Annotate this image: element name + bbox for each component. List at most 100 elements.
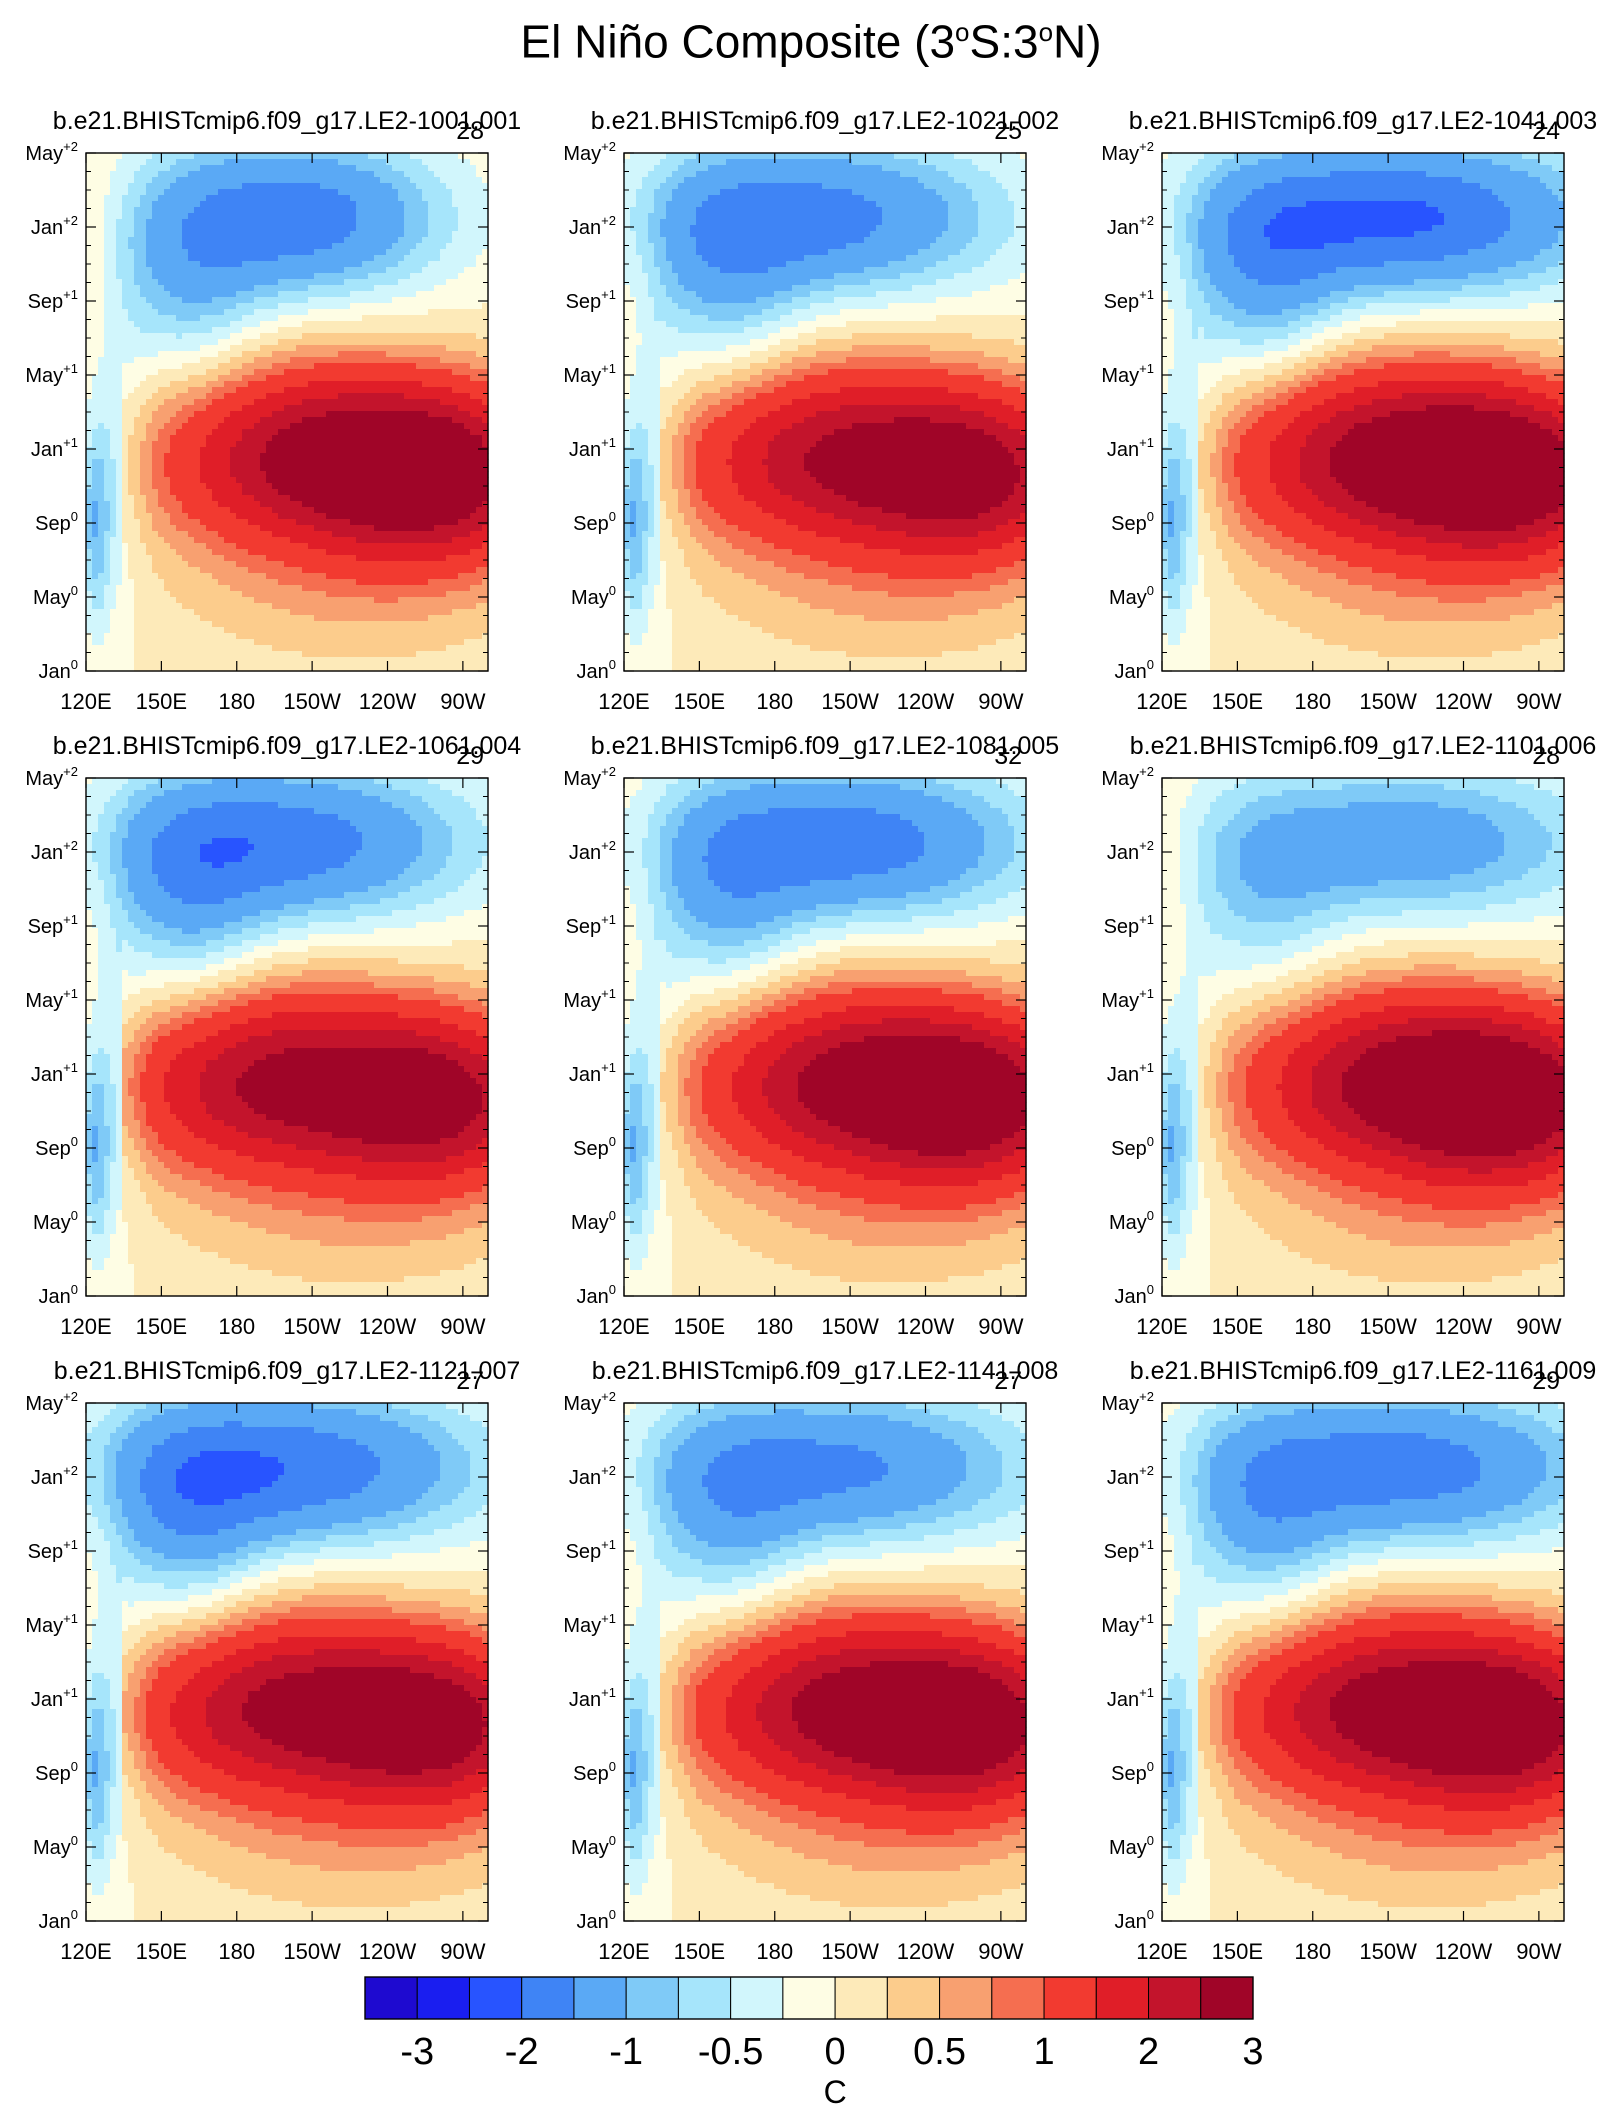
heatmap-cell bbox=[86, 195, 93, 202]
heatmap-cell bbox=[344, 177, 351, 184]
heatmap-cell bbox=[356, 183, 363, 190]
heatmap-cell bbox=[140, 153, 147, 160]
heatmap-cell bbox=[398, 201, 405, 208]
heatmap-cell bbox=[248, 165, 255, 172]
heatmap-cell bbox=[218, 225, 225, 232]
heatmap-cell bbox=[368, 177, 375, 184]
heatmap-cell bbox=[380, 159, 387, 166]
heatmap-cell bbox=[404, 159, 411, 166]
heatmap-cell bbox=[176, 219, 183, 226]
heatmap-cell bbox=[344, 159, 351, 166]
heatmap-cell bbox=[404, 165, 411, 172]
heatmap-cell bbox=[464, 207, 471, 214]
heatmap-cell bbox=[326, 183, 333, 190]
heatmap-cell bbox=[422, 177, 429, 184]
heatmap-cell bbox=[470, 171, 477, 178]
heatmap-cell bbox=[92, 171, 99, 178]
heatmap-cell bbox=[278, 195, 285, 202]
panel-count: 28 bbox=[456, 117, 484, 145]
heatmap-cell bbox=[134, 207, 141, 214]
heatmap-cell bbox=[350, 195, 357, 202]
heatmap-cell bbox=[344, 153, 351, 160]
heatmap-cell bbox=[254, 183, 261, 190]
heatmap-cell bbox=[314, 189, 321, 196]
heatmap-cell bbox=[248, 219, 255, 226]
heatmap-cell bbox=[218, 213, 225, 220]
heatmap-cell bbox=[146, 165, 153, 172]
heatmap-cell bbox=[194, 213, 201, 220]
heatmap-cell bbox=[296, 153, 303, 160]
heatmap-cell bbox=[308, 153, 315, 160]
heatmap-cell bbox=[374, 153, 381, 160]
heatmap-cell bbox=[398, 189, 405, 196]
heatmap-cell bbox=[416, 213, 423, 220]
heatmap-cell bbox=[278, 219, 285, 226]
heatmap-cell bbox=[260, 207, 267, 214]
heatmap-cell bbox=[452, 177, 459, 184]
heatmap-cell bbox=[398, 159, 405, 166]
heatmap-cell bbox=[434, 159, 441, 166]
heatmap-cell bbox=[266, 219, 273, 226]
heatmap-cell bbox=[194, 189, 201, 196]
heatmap-cell bbox=[374, 195, 381, 202]
heatmap-cell bbox=[476, 189, 483, 196]
heatmap-cell bbox=[134, 219, 141, 226]
heatmap-cell bbox=[302, 183, 309, 190]
heatmap-cell bbox=[140, 219, 147, 226]
heatmap-cell bbox=[128, 189, 135, 196]
heatmap-cell bbox=[158, 207, 165, 214]
heatmap-cell bbox=[410, 189, 417, 196]
heatmap-cell bbox=[200, 213, 207, 220]
heatmap-cell bbox=[140, 201, 147, 208]
heatmap-cell bbox=[470, 195, 477, 202]
heatmap-cell bbox=[308, 183, 315, 190]
heatmap-cell bbox=[470, 165, 477, 172]
heatmap-cell bbox=[338, 153, 345, 160]
heatmap-cell bbox=[308, 171, 315, 178]
heatmap-cell bbox=[86, 177, 93, 184]
heatmap-cell bbox=[116, 219, 123, 226]
heatmap-cell bbox=[230, 177, 237, 184]
heatmap-cell bbox=[380, 177, 387, 184]
heatmap-cell bbox=[110, 219, 117, 226]
heatmap-cell bbox=[86, 207, 93, 214]
heatmap-cell bbox=[344, 189, 351, 196]
heatmap-cell bbox=[398, 171, 405, 178]
heatmap-cell bbox=[314, 171, 321, 178]
heatmap-cell bbox=[122, 207, 129, 214]
heatmap-cell bbox=[332, 171, 339, 178]
heatmap-cell bbox=[368, 165, 375, 172]
heatmap-cell bbox=[236, 201, 243, 208]
heatmap-cell bbox=[440, 171, 447, 178]
heatmap-cell bbox=[452, 165, 459, 172]
heatmap-cell bbox=[212, 183, 219, 190]
heatmap-cell bbox=[260, 183, 267, 190]
heatmap-cell bbox=[302, 195, 309, 202]
heatmap-cell bbox=[134, 201, 141, 208]
heatmap-cell bbox=[152, 213, 159, 220]
heatmap-cell bbox=[428, 213, 435, 220]
heatmap-cell bbox=[164, 201, 171, 208]
heatmap-cell bbox=[128, 171, 135, 178]
heatmap-cell bbox=[260, 201, 267, 208]
heatmap-cell bbox=[176, 153, 183, 160]
heatmap-cell bbox=[434, 171, 441, 178]
heatmap-cell bbox=[326, 159, 333, 166]
heatmap-cell bbox=[320, 183, 327, 190]
heatmap-cell bbox=[182, 207, 189, 214]
heatmap-cell bbox=[386, 207, 393, 214]
heatmap-cell bbox=[422, 153, 429, 160]
heatmap-cell bbox=[254, 177, 261, 184]
heatmap-cell bbox=[86, 159, 93, 166]
heatmap-cell bbox=[200, 225, 207, 232]
heatmap-cell bbox=[140, 177, 147, 184]
heatmap-cell bbox=[188, 165, 195, 172]
heatmap-cell bbox=[386, 165, 393, 172]
heatmap-cell bbox=[284, 201, 291, 208]
heatmap-cell bbox=[320, 159, 327, 166]
heatmap-cell bbox=[314, 159, 321, 166]
heatmap-cell bbox=[200, 201, 207, 208]
heatmap-cell bbox=[428, 207, 435, 214]
heatmap-cells bbox=[86, 153, 489, 672]
heatmap-cell bbox=[380, 183, 387, 190]
